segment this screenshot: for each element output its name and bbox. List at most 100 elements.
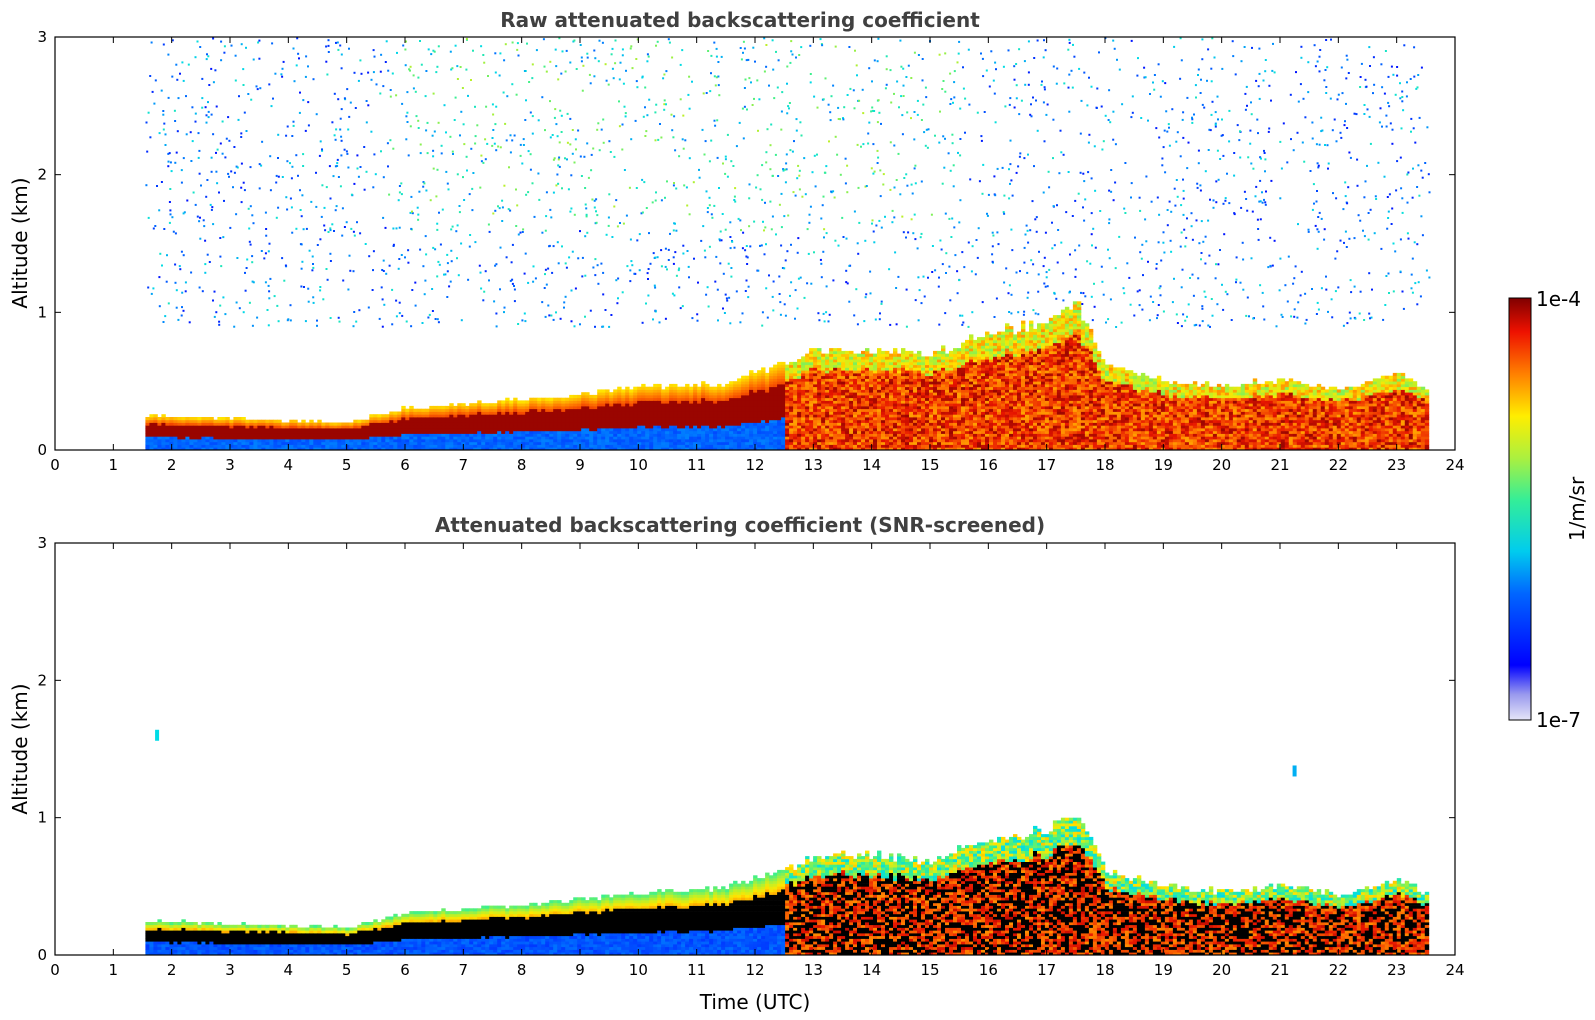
heatmap-cell [993,375,998,379]
heatmap-cell [861,428,866,432]
heatmap-cell [853,367,858,371]
heatmap-cell [369,439,374,443]
heatmap-cell [805,397,810,401]
heatmap-cell [433,425,438,429]
heatmap-cell [221,419,226,423]
heatmap-cell [645,433,650,437]
heatmap-cell [833,386,838,390]
heatmap-cell [189,433,194,437]
heatmap-cell [645,397,650,401]
heatmap-cell [401,436,406,440]
heatmap-cell [973,433,978,437]
heatmap-cell [553,447,558,451]
heatmap-cell [525,403,530,407]
heatmap-cell [209,422,214,426]
heatmap-cell [673,422,678,426]
heatmap-cell [557,400,562,404]
heatmap-cell [721,441,726,445]
heatmap-cell [453,408,458,412]
heatmap-cell [657,405,662,410]
heatmap-cell [753,425,758,429]
heatmap-cell [969,356,974,360]
heatmap-cell [769,389,774,393]
heatmap-cell [533,403,538,407]
heatmap-cell [565,405,570,410]
heatmap-cell [377,433,382,437]
heatmap-cell [561,414,566,418]
heatmap-cell [341,441,346,445]
heatmap-cell [629,422,634,426]
heatmap-cell [929,381,934,385]
heatmap-cell [669,428,674,432]
heatmap-cell [573,405,578,410]
heatmap-cell [869,367,874,371]
heatmap-cell [489,436,494,440]
heatmap-cell [461,433,466,437]
heatmap-cell [425,422,430,426]
heatmap-cell [449,425,454,429]
heatmap-cell [393,411,398,415]
heatmap-cell [637,419,642,423]
heatmap-cell [537,419,542,423]
heatmap-cell [753,433,758,437]
heatmap-cell [777,403,782,407]
heatmap-cell [661,397,666,401]
heatmap-cell [833,444,838,448]
heatmap-cell [797,392,802,396]
heatmap-cell [573,444,578,448]
heatmap-cell [393,441,398,445]
heatmap-cell [893,411,898,415]
heatmap-cell [385,422,390,426]
heatmap-cell [621,411,626,415]
heatmap-cell [605,433,610,437]
heatmap-cell [305,430,310,434]
heatmap-cell [929,422,934,426]
heatmap-cell [553,441,558,445]
heatmap-cell [197,439,202,443]
heatmap-cell [449,403,454,407]
heatmap-cell [1021,417,1026,421]
heatmap-cell [849,411,854,415]
heatmap-cell [993,367,998,371]
heatmap-cell [265,419,270,423]
heatmap-cell [817,361,822,366]
heatmap-cell [933,350,938,355]
heatmap-cell [805,392,810,396]
heatmap-cell [1017,356,1022,360]
heatmap-cell [389,441,394,445]
heatmap-cell [421,441,426,445]
heatmap-cell [769,397,774,401]
heatmap-cell [841,428,846,432]
heatmap-cell [833,408,838,412]
heatmap-cell [801,411,806,415]
heatmap-cell [373,430,378,434]
heatmap-cell [765,411,770,415]
heatmap-cell [593,436,598,440]
heatmap-cell [441,441,446,445]
heatmap-cell [921,375,926,379]
heatmap-cell [885,367,890,371]
heatmap-cell [817,389,822,393]
heatmap-cell [809,425,814,429]
heatmap-cell [349,439,354,443]
heatmap-cell [693,405,698,410]
heatmap-cell [817,348,822,352]
heatmap-cell [429,422,434,426]
heatmap-cell [773,436,778,440]
heatmap-cell [785,375,790,379]
heatmap-cell [957,433,962,437]
heatmap-cell [705,411,710,415]
heatmap-cell [165,417,170,421]
heatmap-cell [173,441,178,445]
heatmap-cell [725,436,730,440]
heatmap-cell [241,444,246,448]
heatmap-cell [541,422,546,426]
heatmap-cell [757,419,762,423]
heatmap-cell [965,444,970,448]
heatmap-cell [745,417,750,421]
heatmap-cell [729,389,734,393]
heatmap-cell [265,441,270,445]
heatmap-cell [741,425,746,429]
heatmap-cell [701,392,706,396]
heatmap-cell [153,428,158,432]
